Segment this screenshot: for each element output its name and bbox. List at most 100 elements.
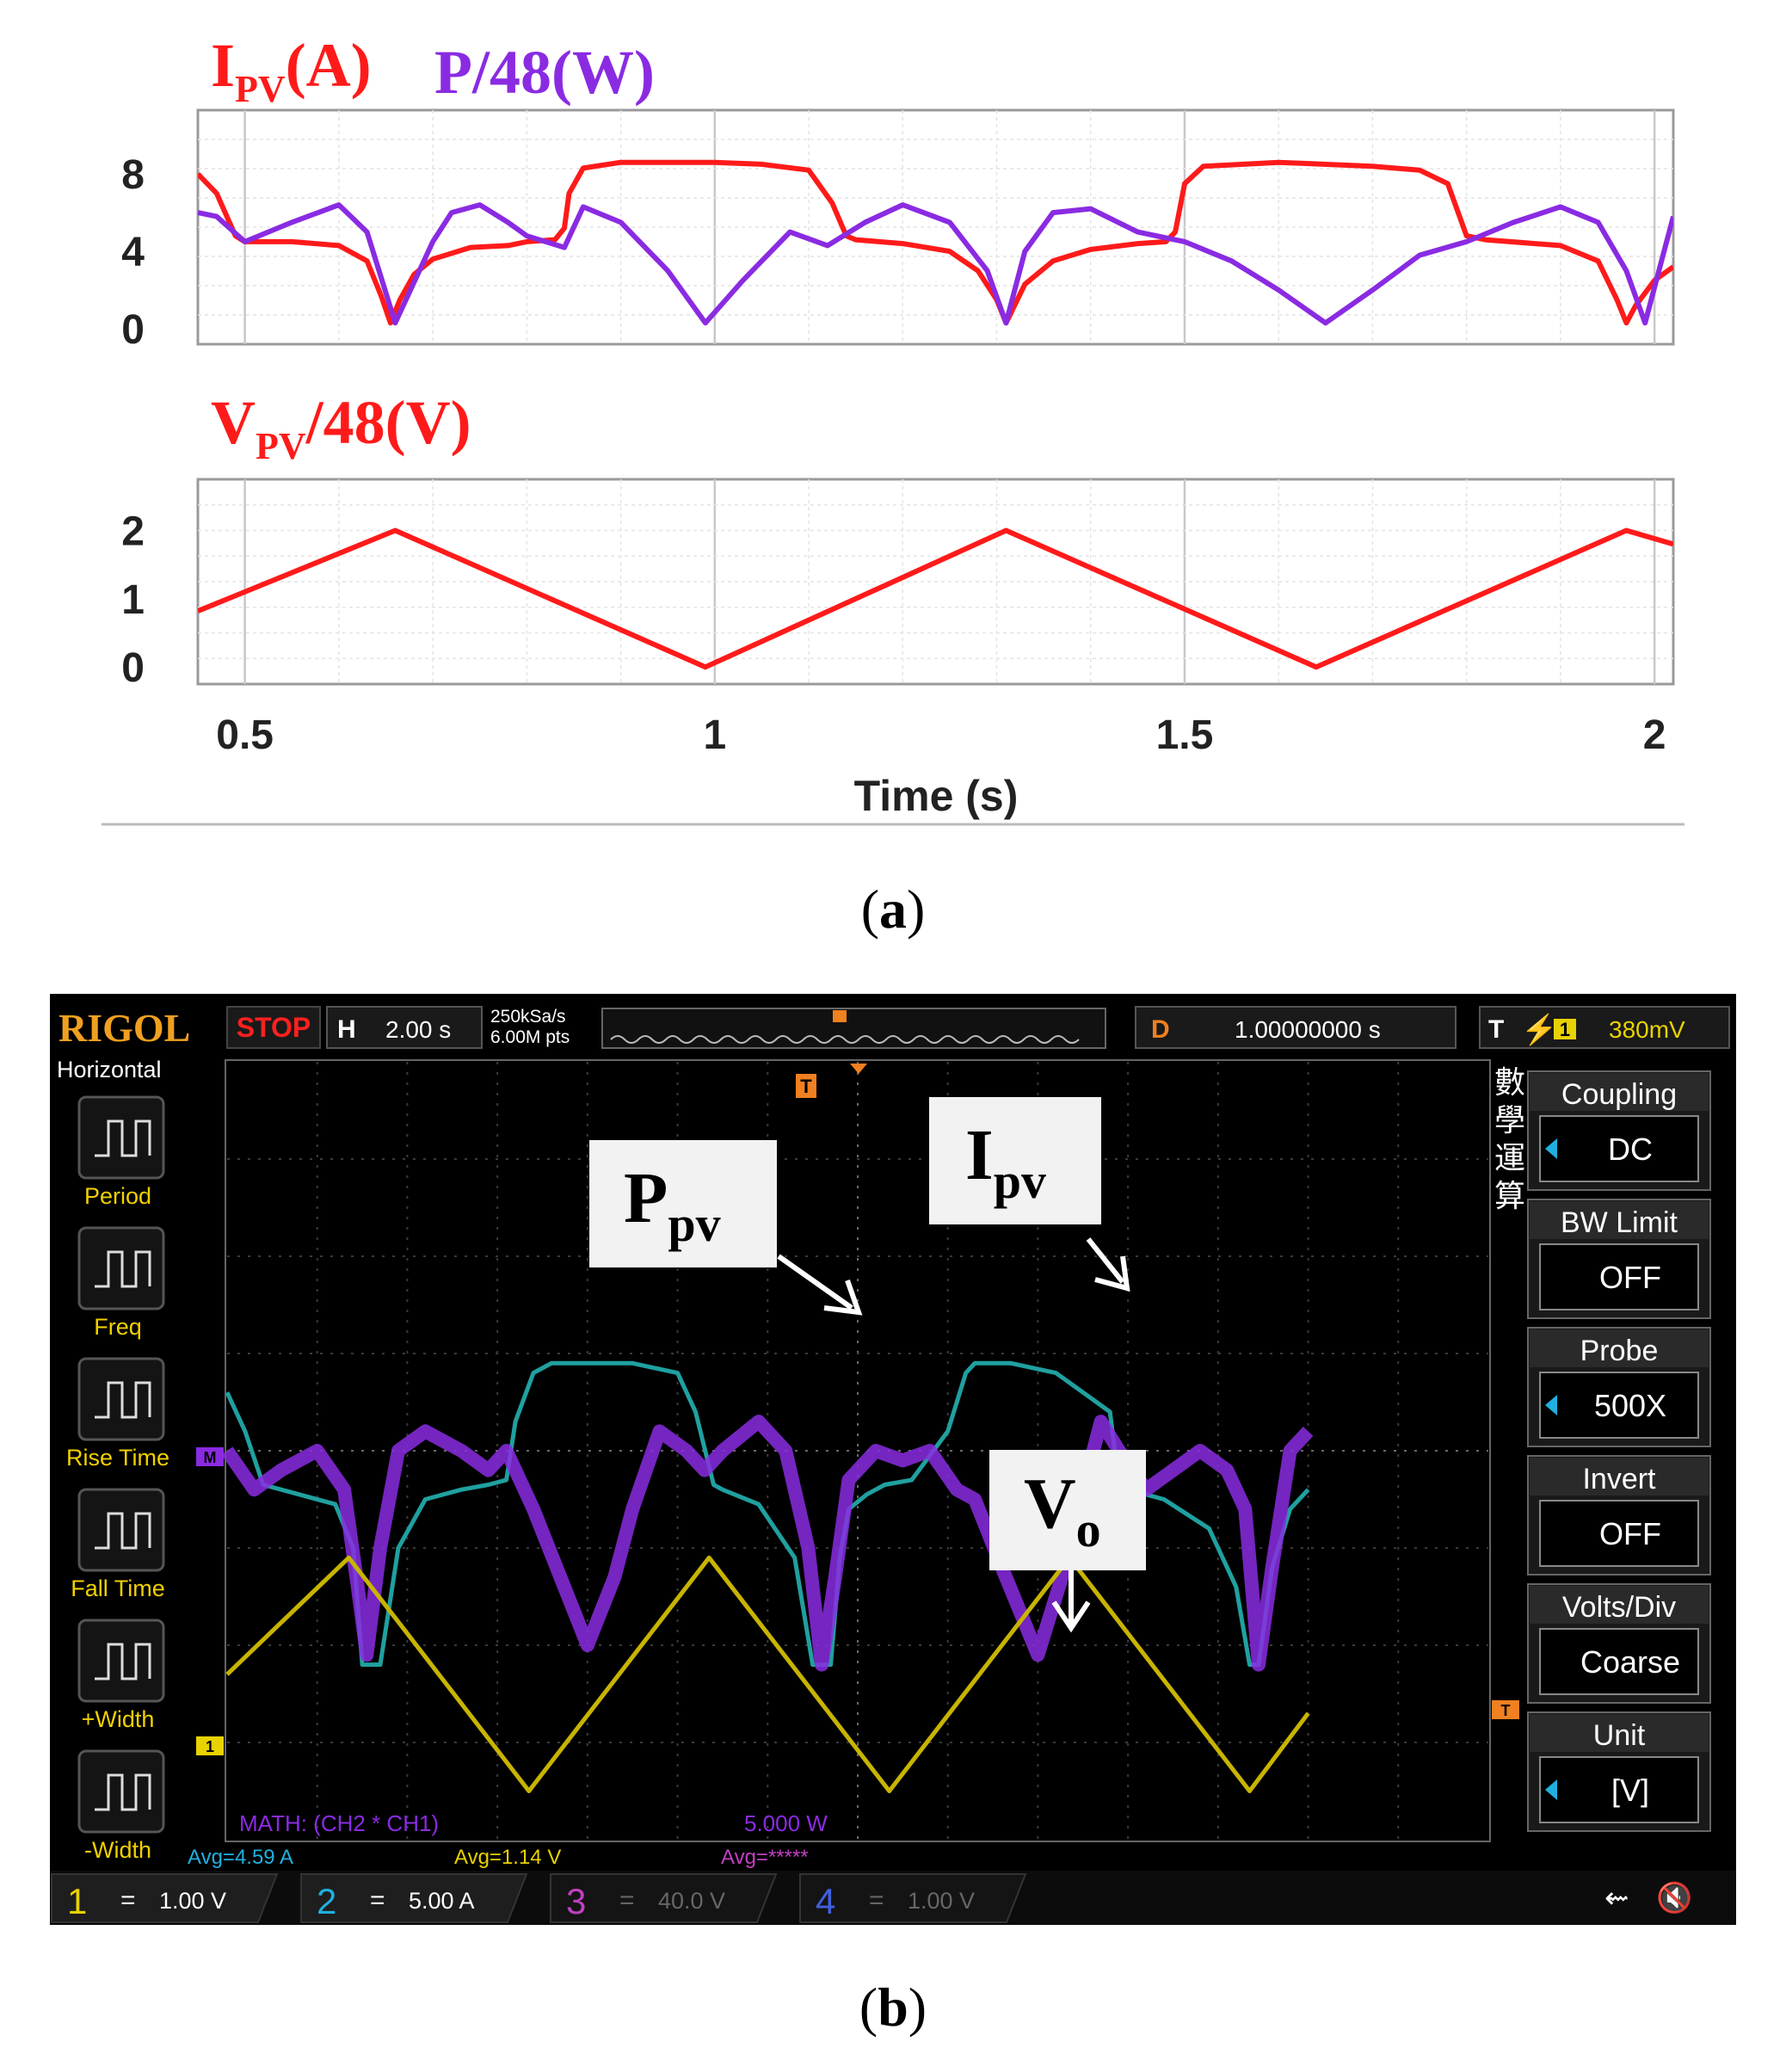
channel-tab[interactable] [51,1873,279,1923]
measure-icon [95,1773,151,1811]
panel-b: RIGOL STOP H 2.00 s 250kSa/s 6.00M pts D… [50,994,1736,2038]
right-menu-value-box [1539,1115,1699,1182]
right-menu-label: Probe [1580,1335,1659,1367]
channel-coupling: = [120,1886,136,1915]
delay-value: 1.00000000 s [1235,1016,1381,1043]
channel-number: 4 [816,1881,835,1921]
scope-trace-vo [225,1555,1310,1793]
right-vertical-char: 運 [1494,1141,1525,1176]
annotation-ppv: Ppv [589,1140,863,1316]
run-state-badge[interactable] [226,1006,321,1049]
channel-tab[interactable] [550,1873,778,1923]
panel-a: IPV(A) P/48(W) 840 VPV/48(V) 210 0.5 1 1.5… [102,31,1684,940]
series-line-1 [198,202,1673,326]
marker-trig-level: T [1501,1702,1511,1719]
plot-a2-series [198,527,1673,670]
annotation-ipv: Ipv [929,1097,1130,1292]
panel-a-label: (a) [861,879,926,940]
plot-a2-yticks: 2 1 0 [121,509,145,692]
plot-a1-yticks: 8 4 0 [121,152,145,353]
measure-icon [95,1250,151,1288]
panel-a-label-open: ( [861,879,879,940]
marker-ch1-box [196,1736,224,1755]
marker-math: M [204,1449,217,1466]
channel-scale: 1.00 V [159,1888,226,1914]
x-tick-label: 0.5 [216,712,274,758]
right-menu-header [1530,1201,1709,1239]
ppv-main: P [624,1158,668,1238]
x-tick-label: 2 [1643,712,1666,758]
channel-scale: 1.00 V [908,1888,975,1914]
left-menu-label: Freq [94,1314,142,1340]
trigger-edge-icon: ⚡ [1521,1013,1557,1047]
scope-brand: RIGOL [59,1006,190,1050]
panel-a-label-letter: a [879,879,907,940]
left-menu: Period Freq Rise Time Fall Time +Width -Width [66,1095,169,1863]
right-menu-header [1530,1458,1709,1495]
measure-icon [95,1381,151,1419]
overview-wave [610,1035,1080,1044]
plot-a2-grid [198,479,1673,684]
math-scale: 5.000 W [744,1810,828,1836]
channel-coupling: = [619,1886,635,1915]
series-line-0 [198,527,1673,670]
ipv-sub: pv [994,1153,1046,1209]
svg-text:Ppv: Ppv [624,1158,721,1252]
vo-sub: o [1076,1502,1101,1557]
channel-number: 2 [317,1881,336,1921]
channel-scale: 5.00 A [409,1888,475,1914]
marker-ch1: 1 [206,1738,214,1755]
sample-rate: 250kSa/s [490,1007,566,1027]
right-menu: Coupling DC BW Limit OFF Probe 500X Invert OFF V… [1527,1070,1711,1832]
title-vpv-sub: PV [256,425,306,467]
title-ipv-sub: PV [235,68,286,110]
right-menu-value: [V] [1611,1773,1649,1808]
right-menu-header [1530,1329,1709,1367]
title-vpv-main: V [211,388,256,457]
delay-box[interactable] [1135,1006,1457,1049]
y-tick-label: 0 [121,645,145,691]
chart-a1-title-power: P/48(W) [434,38,655,107]
title-vpv-rest: /48(V) [305,388,471,457]
timebase-value: 2.00 s [385,1016,451,1043]
memory-depth: 6.00M pts [490,1027,570,1047]
right-menu-value-box [1539,1243,1699,1310]
right-menu-arrow-icon [1545,1138,1557,1159]
channel-tab[interactable] [300,1873,528,1923]
vo-main: V [1024,1464,1076,1544]
delay-label: D [1151,1015,1170,1044]
measure-icon [95,1643,151,1680]
plot-a2: 2 1 0 0.5 1 1.5 2 [121,478,1675,758]
right-menu-value: 500X [1594,1388,1666,1423]
channel-number: 1 [67,1881,87,1921]
usb-icon: ⇜ [1604,1882,1629,1915]
panel-b-label-close: ) [908,1976,927,2038]
right-menu-header [1530,1586,1709,1624]
right-menu-value: OFF [1599,1516,1661,1551]
scope-grid [227,1062,1488,1840]
right-menu-label: BW Limit [1561,1206,1678,1239]
chart-a2-title: VPV/48(V) [211,388,471,467]
timebase-box[interactable] [326,1006,483,1049]
trigger-box[interactable] [1479,1006,1730,1049]
marker-trigger-pos-box [796,1074,816,1098]
right-menu-value: DC [1608,1132,1653,1167]
math-label: MATH: (CH2 * CH1) [239,1810,439,1836]
channel-tab[interactable] [799,1873,1027,1923]
x-axis-label: Time (s) [854,772,1019,820]
channel-number: 3 [566,1881,586,1921]
left-menu-label: Rise Time [66,1445,169,1471]
panel-b-label-open: ( [859,1976,878,2038]
left-menu-label: Period [84,1183,151,1209]
marker-top-arrow [850,1064,867,1074]
y-tick-label: 1 [121,577,145,623]
channel-scale: 40.0 V [658,1888,725,1914]
y-tick-label: 0 [121,307,145,353]
title-ipv-rest: (A) [286,31,372,100]
left-menu-title: Horizontal [57,1057,162,1082]
channel-bar-items: 1 = 1.00 V 2 = 5.00 A 3 = 40.0 V 4 = 1.00 V [51,1873,1027,1923]
marker-math-box [196,1447,224,1466]
panel-b-label-letter: b [878,1976,908,2038]
right-menu-header [1530,1714,1709,1752]
